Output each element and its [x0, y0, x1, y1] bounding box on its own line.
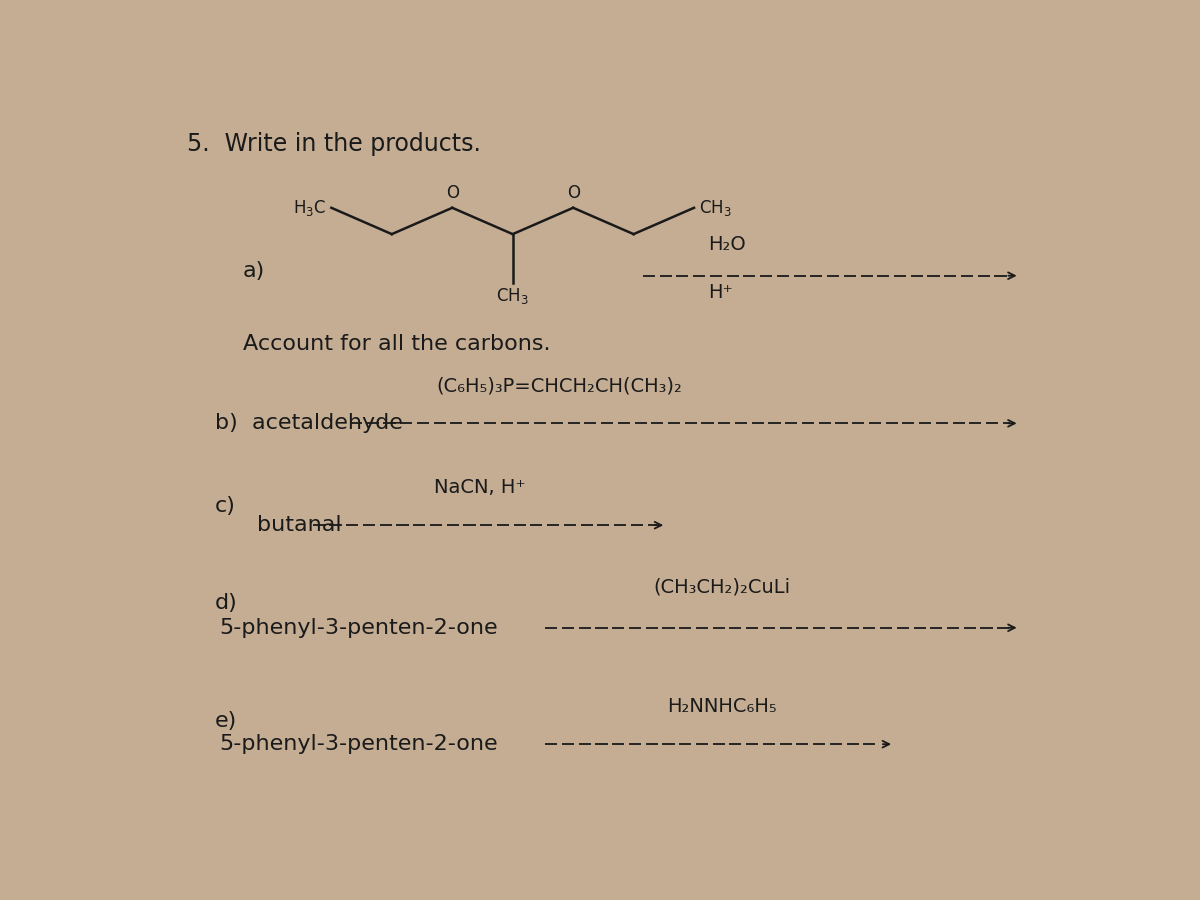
Text: a): a) — [242, 261, 265, 281]
Text: Account for all the carbons.: Account for all the carbons. — [242, 334, 551, 354]
Text: d): d) — [215, 593, 238, 614]
Text: H₂O: H₂O — [708, 235, 745, 254]
Text: NaCN, H⁺: NaCN, H⁺ — [434, 479, 526, 498]
Text: H$_3$C: H$_3$C — [294, 198, 326, 218]
Text: 5-phenyl-3-penten-2-one: 5-phenyl-3-penten-2-one — [220, 617, 498, 638]
Text: CH$_3$: CH$_3$ — [497, 286, 529, 306]
Text: O: O — [445, 184, 458, 202]
Text: 5-phenyl-3-penten-2-one: 5-phenyl-3-penten-2-one — [220, 734, 498, 754]
Text: b)  acetaldehyde: b) acetaldehyde — [215, 413, 403, 433]
Text: 5.  Write in the products.: 5. Write in the products. — [187, 132, 481, 157]
Text: e): e) — [215, 711, 238, 732]
Text: H₂NNHC₆H₅: H₂NNHC₆H₅ — [667, 698, 776, 716]
Text: O: O — [566, 184, 580, 202]
Text: c): c) — [215, 497, 236, 517]
Text: butanal: butanal — [257, 515, 342, 536]
Text: CH$_3$: CH$_3$ — [698, 198, 732, 218]
Text: (CH₃CH₂)₂CuLi: (CH₃CH₂)₂CuLi — [653, 578, 791, 597]
Text: (C₆H₅)₃P=CHCH₂CH(CH₃)₂: (C₆H₅)₃P=CHCH₂CH(CH₃)₂ — [437, 376, 682, 396]
Text: H⁺: H⁺ — [708, 283, 733, 302]
